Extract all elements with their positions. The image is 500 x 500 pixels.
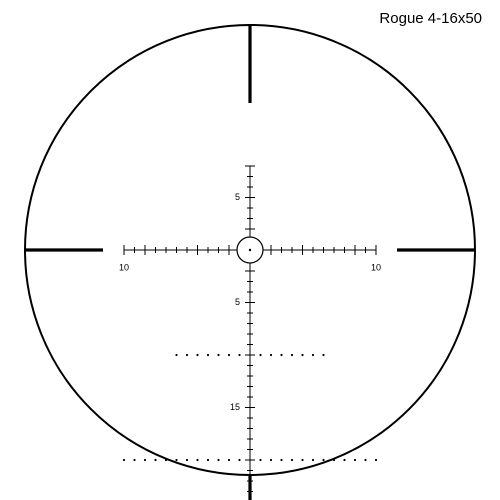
svg-text:10: 10 [371, 262, 381, 272]
reticle-diagram: Rogue 4-16x50 1010551525 [0, 0, 500, 500]
svg-text:10: 10 [119, 262, 129, 272]
reticle-svg: 1010551525 [0, 0, 500, 500]
svg-text:5: 5 [235, 297, 240, 307]
svg-text:5: 5 [235, 192, 240, 202]
svg-text:15: 15 [230, 402, 240, 412]
